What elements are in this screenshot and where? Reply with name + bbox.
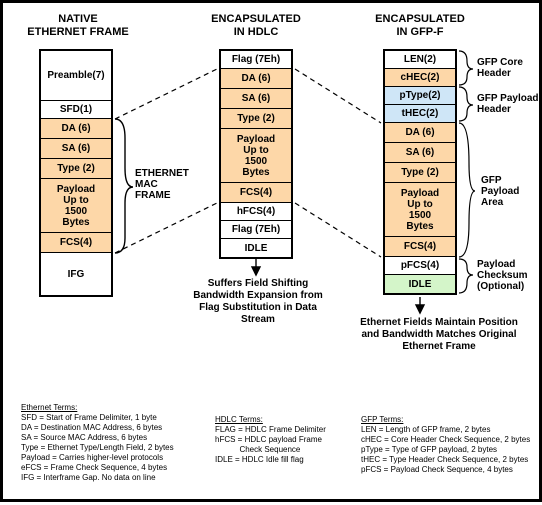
- frame-cell: FCS(4): [41, 233, 111, 253]
- frame-cell: pType(2): [385, 87, 455, 105]
- frame-cell: SFD(1): [41, 101, 111, 119]
- frame-cell: Type (2): [385, 163, 455, 183]
- frame-cell: Payload Up to 1500 Bytes: [385, 183, 455, 237]
- glossary-line: FLAG = HDLC Frame Delimiter: [215, 425, 355, 435]
- frame-cell: IDLE: [385, 275, 455, 293]
- frame-cell: pFCS(4): [385, 257, 455, 275]
- glossary-line: pType = Type of GFP payload, 2 bytes: [361, 445, 541, 455]
- frame-cell: IDLE: [221, 239, 291, 257]
- frame-cell: hFCS(4): [221, 203, 291, 221]
- brace-gfp-payhdr: GFP Payload Header: [477, 93, 539, 115]
- glossary-line: SFD = Start of Frame Delimiter, 1 byte: [21, 413, 201, 423]
- frame-cell: DA (6): [385, 123, 455, 143]
- frame-cell: IFG: [41, 253, 111, 295]
- glossary-gfp-hd: GFP Terms:: [361, 415, 541, 425]
- title-gfpf: ENCAPSULATED IN GFP-F: [365, 13, 475, 39]
- brace-eth-mac: ETHERNET MAC FRAME: [135, 168, 189, 201]
- frame-cell: Flag (7Eh): [221, 51, 291, 69]
- stack-gfpf: LEN(2)cHEC(2)pType(2)tHEC(2)DA (6)SA (6)…: [383, 49, 457, 295]
- glossary-line: pFCS = Payload Check Sequence, 4 bytes: [361, 465, 541, 475]
- frame-cell: tHEC(2): [385, 105, 455, 123]
- frame-cell: FCS(4): [385, 237, 455, 257]
- glossary-line: Check Sequence: [215, 445, 355, 455]
- diagram-canvas: NATIVE ETHERNET FRAME ENCAPSULATED IN HD…: [0, 0, 542, 502]
- glossary-line: DA = Destination MAC Address, 6 bytes: [21, 423, 201, 433]
- glossary-line: Type = Ethernet Type/Length Field, 2 byt…: [21, 443, 201, 453]
- brace-gfp-chk: Payload Checksum (Optional): [477, 259, 528, 292]
- title-native: NATIVE ETHERNET FRAME: [23, 13, 133, 39]
- frame-cell: DA (6): [41, 119, 111, 139]
- frame-cell: SA (6): [41, 139, 111, 159]
- brace-gfp-payarea: GFP Payload Area: [481, 175, 519, 208]
- glossary-line: Payload = Carries higher-level protocols: [21, 453, 201, 463]
- glossary-line: hFCS = HDLC payload Frame: [215, 435, 355, 445]
- glossary-line: tHEC = Type Header Check Sequence, 2 byt…: [361, 455, 541, 465]
- glossary-hdlc-hd: HDLC Terms:: [215, 415, 355, 425]
- frame-cell: Type (2): [41, 159, 111, 179]
- frame-cell: SA (6): [221, 89, 291, 109]
- stack-native: Preamble(7)SFD(1)DA (6)SA (6)Type (2)Pay…: [39, 49, 113, 297]
- glossary-eth-hd: Ethernet Terms:: [21, 403, 201, 413]
- glossary-line: IFG = Interframe Gap. No data on line: [21, 473, 201, 483]
- frame-cell: Preamble(7): [41, 51, 111, 101]
- glossary-hdlc: HDLC Terms: FLAG = HDLC Frame Delimiterh…: [215, 415, 355, 465]
- glossary-eth: Ethernet Terms: SFD = Start of Frame Del…: [21, 403, 201, 483]
- frame-cell: Payload Up to 1500 Bytes: [41, 179, 111, 233]
- frame-cell: Type (2): [221, 109, 291, 129]
- glossary-line: cHEC = Core Header Check Sequence, 2 byt…: [361, 435, 541, 445]
- brace-gfp-core: GFP Core Header: [477, 57, 523, 79]
- glossary-line: LEN = Length of GFP frame, 2 bytes: [361, 425, 541, 435]
- stack-hdlc: Flag (7Eh)DA (6)SA (6)Type (2)Payload Up…: [219, 49, 293, 259]
- caption-hdlc: Suffers Field Shifting Bandwidth Expansi…: [183, 278, 333, 326]
- glossary-gfp: GFP Terms: LEN = Length of GFP frame, 2 …: [361, 415, 541, 475]
- frame-cell: cHEC(2): [385, 69, 455, 87]
- frame-cell: LEN(2): [385, 51, 455, 69]
- frame-cell: DA (6): [221, 69, 291, 89]
- frame-cell: Payload Up to 1500 Bytes: [221, 129, 291, 183]
- caption-gfpf: Ethernet Fields Maintain Position and Ba…: [349, 317, 529, 353]
- frame-cell: FCS(4): [221, 183, 291, 203]
- glossary-line: SA = Source MAC Address, 6 bytes: [21, 433, 201, 443]
- frame-cell: Flag (7Eh): [221, 221, 291, 239]
- frame-cell: SA (6): [385, 143, 455, 163]
- glossary-line: IDLE = HDLC Idle fill flag: [215, 455, 355, 465]
- title-hdlc: ENCAPSULATED IN HDLC: [201, 13, 311, 39]
- glossary-line: eFCS = Frame Check Sequence, 4 bytes: [21, 463, 201, 473]
